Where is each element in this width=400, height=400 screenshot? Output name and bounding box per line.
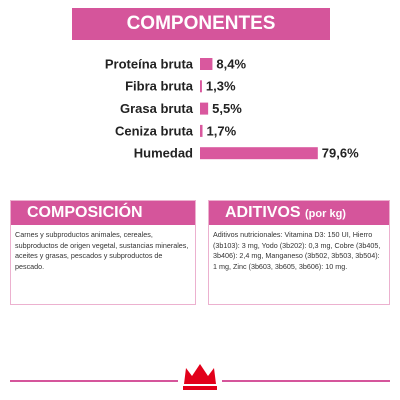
category-label: Humedad — [134, 146, 193, 161]
value-label: 79,6% — [322, 146, 359, 161]
category-label: Fibra bruta — [125, 79, 194, 94]
bar — [200, 147, 318, 160]
additives-box: ADITIVOS (por kg) Aditivos nutricionales… — [208, 200, 390, 305]
logo-base — [183, 386, 217, 390]
category-label: Ceniza bruta — [115, 123, 194, 138]
chart: Proteína bruta 8,4% Fibra bruta 1,3% Grasa b… — [105, 56, 359, 161]
value-label: 5,5% — [212, 101, 242, 116]
composition-title: COMPOSICIÓN — [11, 201, 195, 225]
category-label: Proteína bruta — [105, 56, 194, 71]
bar — [200, 124, 203, 137]
bar — [200, 80, 202, 93]
logo-crown — [184, 364, 216, 384]
chart-title: COMPONENTES ANALÍTICOS — [72, 8, 330, 66]
bar — [200, 58, 213, 70]
additives-text: Aditivos nutricionales: Vitamina D3: 150… — [213, 230, 381, 271]
category-label: Grasa bruta — [120, 101, 194, 116]
composition-box: COMPOSICIÓN Carnes y subproductos animal… — [10, 200, 196, 305]
value-label: 8,4% — [216, 56, 246, 71]
composition-text: Carnes y subproductos animales, cereales… — [15, 230, 189, 271]
value-label: 1,7% — [207, 123, 237, 138]
additives-title: ADITIVOS — [225, 204, 301, 221]
additives-unit: (por kg) — [305, 208, 346, 220]
value-label: 1,3% — [206, 79, 236, 94]
additives-header: ADITIVOS (por kg) — [209, 201, 389, 225]
bar — [200, 102, 209, 115]
